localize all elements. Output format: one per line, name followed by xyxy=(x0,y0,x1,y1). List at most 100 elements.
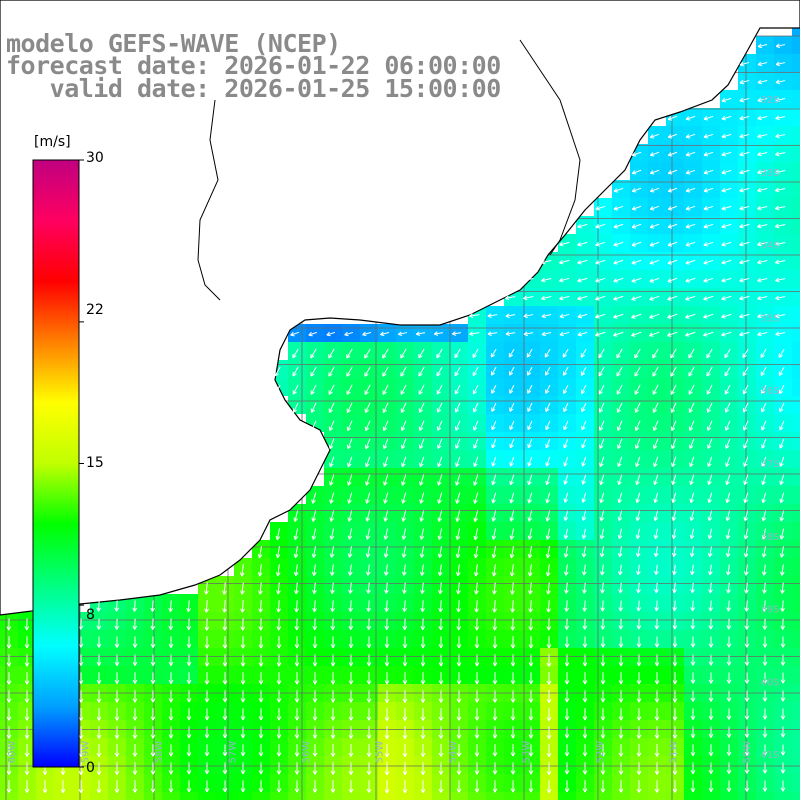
wind-arrow xyxy=(348,726,354,739)
wind-arrow xyxy=(114,600,119,612)
wind-arrow xyxy=(671,528,677,540)
wind-arrow xyxy=(685,115,696,121)
wind-cell xyxy=(792,162,800,180)
wind-arrow xyxy=(685,259,696,265)
wind-arrow xyxy=(384,780,390,794)
wind-arrow xyxy=(330,744,336,757)
wind-arrow xyxy=(708,600,714,612)
wind-cell xyxy=(126,792,144,800)
wind-arrow xyxy=(546,762,552,775)
wind-arrow xyxy=(348,600,353,612)
wind-arrow xyxy=(330,654,336,667)
wind-arrow xyxy=(600,582,605,594)
wind-cell xyxy=(612,792,630,800)
model-title: modelo GEFS-WAVE (NCEP) xyxy=(6,29,341,58)
wind-arrow xyxy=(757,61,768,67)
wind-arrow xyxy=(636,708,642,721)
wind-arrow xyxy=(240,600,245,613)
wind-arrow xyxy=(310,348,317,359)
wind-arrow xyxy=(454,366,461,377)
wind-arrow xyxy=(437,564,443,577)
wind-arrow xyxy=(667,115,678,121)
wind-arrow xyxy=(491,384,497,394)
wind-arrow xyxy=(613,205,624,211)
wind-arrow xyxy=(613,277,624,283)
wind-arrow xyxy=(599,546,605,558)
wind-arrow xyxy=(703,187,714,193)
wind-arrow xyxy=(600,636,606,648)
wind-arrow xyxy=(240,618,246,631)
wind-arrow xyxy=(348,618,354,630)
wind-arrow xyxy=(275,528,281,541)
wind-arrow xyxy=(114,726,120,739)
wind-arrow xyxy=(689,492,695,504)
wind-arrow xyxy=(703,169,714,175)
wind-arrow xyxy=(491,564,497,577)
wind-arrow xyxy=(685,295,696,301)
wind-arrow xyxy=(744,744,750,756)
wind-arrow xyxy=(600,654,606,667)
wind-cell xyxy=(792,432,800,450)
wind-arrow xyxy=(739,97,750,103)
wind-arrow xyxy=(757,331,768,337)
wind-arrow xyxy=(240,708,246,721)
wind-arrow xyxy=(618,708,624,721)
wind-arrow xyxy=(6,672,12,685)
wind-arrow xyxy=(761,528,767,540)
wind-arrow xyxy=(654,618,660,630)
wind-arrow xyxy=(240,744,246,757)
wind-arrow xyxy=(384,672,390,685)
wind-arrow xyxy=(382,438,389,450)
wind-arrow xyxy=(739,151,750,157)
wind-arrow xyxy=(168,762,174,775)
wind-arrow xyxy=(671,456,677,468)
wind-arrow xyxy=(276,744,282,757)
wind-arrow xyxy=(780,582,785,594)
wind-arrow xyxy=(649,133,660,139)
wind-arrow xyxy=(276,654,282,667)
wind-arrow xyxy=(667,205,678,211)
wind-arrow xyxy=(652,420,659,431)
wind-arrow xyxy=(222,744,228,757)
wind-arrow xyxy=(613,223,624,229)
wind-arrow xyxy=(366,780,372,793)
wind-cell xyxy=(792,108,800,126)
wind-arrow xyxy=(546,654,552,667)
wind-arrow xyxy=(204,618,210,631)
wind-arrow xyxy=(672,618,678,630)
wind-arrow xyxy=(473,474,479,486)
wind-arrow xyxy=(757,205,768,211)
wind-arrow xyxy=(546,600,551,613)
wind-arrow xyxy=(707,546,713,558)
wind-arrow xyxy=(276,726,282,739)
wind-arrow xyxy=(401,474,407,486)
wind-arrow xyxy=(618,672,624,685)
wind-arrow xyxy=(420,582,425,594)
wind-arrow xyxy=(667,151,678,157)
wind-arrow xyxy=(275,546,281,559)
wind-arrow xyxy=(739,61,750,67)
wind-arrow xyxy=(436,384,443,395)
wind-arrow xyxy=(438,708,444,721)
wind-cell xyxy=(144,792,162,800)
wind-arrow xyxy=(419,492,425,504)
wind-arrow xyxy=(721,223,732,229)
wind-arrow xyxy=(330,618,336,631)
wind-arrow xyxy=(726,582,731,594)
wind-arrow xyxy=(581,492,587,503)
wind-arrow xyxy=(690,618,696,630)
wind-arrow xyxy=(670,384,677,395)
wind-cell xyxy=(792,270,800,288)
wind-arrow xyxy=(258,744,264,757)
wind-arrow xyxy=(545,492,551,504)
wind-arrow xyxy=(616,402,623,413)
wind-arrow xyxy=(706,384,713,395)
wind-arrow xyxy=(739,169,750,175)
wind-arrow xyxy=(258,762,264,775)
wind-arrow xyxy=(562,366,569,376)
wind-arrow xyxy=(690,582,695,594)
wind-arrow xyxy=(276,636,282,649)
wind-arrow xyxy=(721,187,732,193)
wind-arrow xyxy=(689,474,695,486)
wind-arrow xyxy=(348,654,354,667)
